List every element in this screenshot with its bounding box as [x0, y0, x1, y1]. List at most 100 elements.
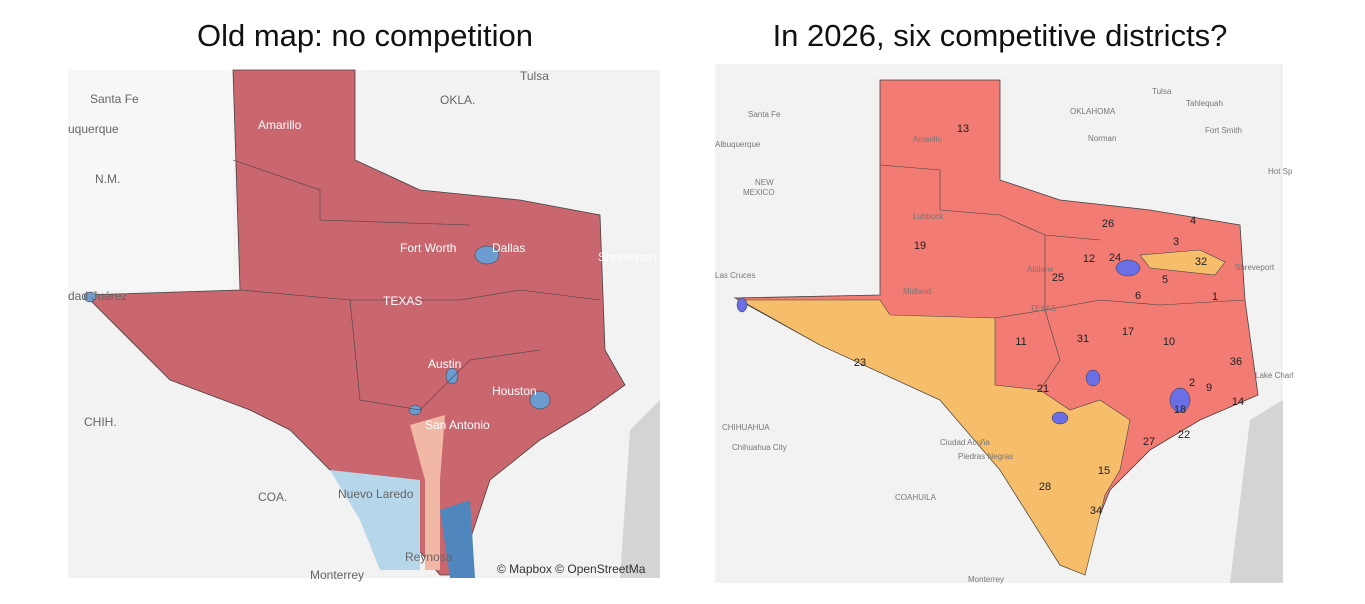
- place-label: uquerque: [68, 122, 119, 136]
- place-label: Tahlequah: [1186, 99, 1223, 108]
- blue-district: [1051, 411, 1069, 425]
- left-map: Tulsa Santa Fe OKLA. uquerque Amarillo N.M. Fo…: [68, 69, 660, 582]
- district-number: 14: [1232, 396, 1244, 408]
- place-label: N.M.: [95, 172, 120, 186]
- place-label: Reynosa: [405, 550, 453, 564]
- blue-district: [474, 245, 500, 265]
- district-number: 32: [1195, 256, 1207, 268]
- place-label: Shreveport: [1235, 263, 1275, 272]
- district-number: 21: [1037, 383, 1049, 395]
- place-label: Fort Smith: [1205, 126, 1242, 135]
- district-number: 9: [1206, 382, 1212, 394]
- right-map: Tulsa Tahlequah Santa Fe OKLAHOMA Norman Fort…: [715, 64, 1294, 584]
- district-number: 18: [1174, 404, 1186, 416]
- place-label: Piedras Negras: [958, 452, 1013, 461]
- district-number: 24: [1109, 252, 1121, 264]
- place-label: CHIHUAHUA: [722, 423, 770, 432]
- place-label: COAHUILA: [895, 493, 937, 502]
- place-label: Fort Worth: [400, 241, 456, 255]
- district-number: 3: [1173, 236, 1179, 248]
- blue-district: [408, 404, 422, 416]
- place-label: Austin: [428, 357, 461, 371]
- district-number: 1: [1212, 291, 1218, 303]
- competitive-districts: [738, 299, 1131, 576]
- blue-district: [1115, 259, 1141, 277]
- place-label: OKLA.: [440, 93, 475, 107]
- place-label: Midland: [903, 287, 931, 296]
- boundary: [1039, 235, 1061, 391]
- place-label: Shreveport: [598, 250, 657, 264]
- attribution: © Mapbox © OpenStreetMa: [497, 562, 646, 576]
- place-label: NEW: [755, 178, 774, 187]
- blue-district: [445, 367, 459, 385]
- place-label: Chihuahua City: [732, 443, 787, 452]
- nm: [68, 70, 233, 290]
- district-number: 10: [1163, 336, 1175, 348]
- district-number: 25: [1052, 272, 1064, 284]
- place-label: Nuevo Laredo: [338, 487, 414, 501]
- place-label: CHIH.: [84, 415, 117, 429]
- district-number: 4: [1190, 215, 1196, 227]
- district-number: 34: [1090, 505, 1102, 517]
- district-number: 22: [1178, 429, 1190, 441]
- place-label: Albuquerque: [715, 140, 761, 149]
- blue-district: [529, 390, 551, 410]
- boundary: [994, 299, 1246, 319]
- place-label: Houston: [492, 384, 537, 398]
- place-label: Las Cruces: [715, 271, 755, 280]
- district-number: 19: [914, 240, 926, 252]
- place-label: TEXAS: [383, 294, 422, 308]
- place-label: San Antonio: [425, 418, 490, 432]
- place-label: Amarillo: [913, 135, 942, 144]
- district-number: 27: [1143, 436, 1155, 448]
- district-number: 11: [1015, 336, 1026, 348]
- district-number: 5: [1162, 274, 1168, 286]
- place-label: TEXAS: [1030, 304, 1056, 313]
- district-number: 28: [1039, 481, 1051, 493]
- district-number: 13: [957, 123, 969, 135]
- place-label: COA.: [258, 490, 287, 504]
- place-label: Norman: [1088, 134, 1116, 143]
- district-number: 17: [1122, 326, 1134, 338]
- district-number: 2: [1189, 377, 1195, 389]
- district-pink: [410, 415, 445, 570]
- gulf: [620, 400, 660, 578]
- district-number: 12: [1083, 253, 1095, 265]
- gulf: [1230, 400, 1283, 583]
- place-label: Monterrey: [310, 568, 364, 582]
- district-number: 31: [1077, 333, 1089, 345]
- place-label: Tulsa: [1152, 87, 1172, 96]
- boundary: [879, 164, 1101, 241]
- district-blue: [440, 500, 475, 578]
- district-number: 23: [854, 357, 866, 369]
- place-label: Amarillo: [258, 118, 302, 132]
- blue-district: [1169, 387, 1191, 413]
- place-label: Ciudad Acuña: [940, 438, 990, 447]
- competitive-district: [1139, 249, 1226, 276]
- boundary: [239, 289, 601, 301]
- place-label: dad Juárez: [68, 289, 127, 303]
- district-number: 26: [1102, 218, 1114, 230]
- district-number: 6: [1135, 290, 1141, 302]
- place-label: Lake Charl: [1255, 371, 1294, 380]
- boundary: [232, 159, 471, 226]
- district-lightblue: [330, 470, 420, 570]
- boundary: [349, 299, 541, 411]
- district-number: 15: [1098, 465, 1110, 477]
- place-label: Abilene: [1027, 265, 1054, 274]
- place-label: Lubbock: [913, 212, 944, 221]
- place-label: Santa Fe: [748, 110, 781, 119]
- blue-district: [83, 291, 97, 303]
- place-label: Santa Fe: [90, 92, 139, 106]
- place-label: OKLAHOMA: [1070, 107, 1116, 116]
- place-label: Tulsa: [520, 69, 549, 83]
- place-label: Dallas: [492, 241, 525, 255]
- district-number: 36: [1230, 356, 1242, 368]
- left-title: Old map: no competition: [197, 18, 533, 53]
- blue-district: [736, 297, 748, 313]
- blue-district: [1085, 369, 1101, 387]
- place-label: Monterrey: [968, 575, 1004, 584]
- place-label: Hot Sp: [1268, 167, 1293, 176]
- right-title: In 2026, six competitive districts?: [773, 18, 1228, 53]
